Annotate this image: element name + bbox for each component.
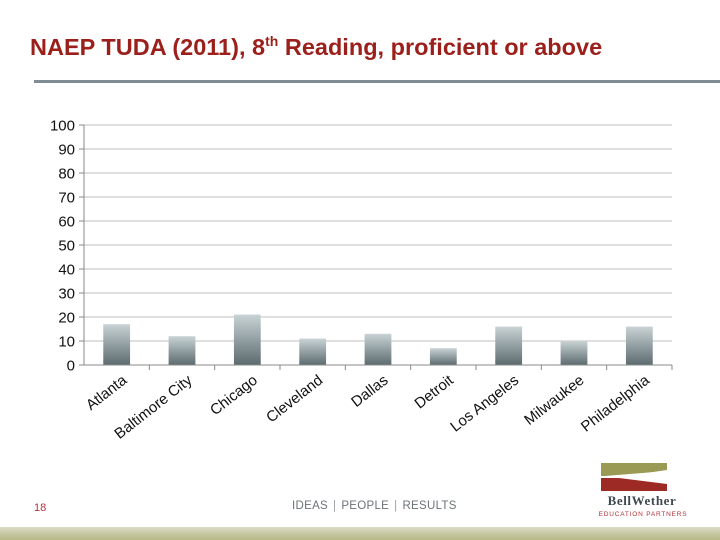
x-category-label: Detroit — [412, 371, 458, 412]
title-tail: Reading, proficient or above — [278, 34, 603, 60]
bar — [103, 324, 131, 365]
tagline-results: RESULTS — [402, 500, 457, 512]
x-category-label: Atlanta — [83, 371, 131, 414]
bar — [625, 326, 653, 365]
tagline-people: PEOPLE — [341, 500, 390, 512]
x-category-label: Los Angeles — [447, 372, 522, 436]
x-category-label: Dallas — [348, 372, 391, 411]
y-tick-label: 0 — [67, 358, 75, 375]
title-superscript: th — [265, 33, 279, 49]
y-tick-label: 30 — [58, 286, 75, 303]
bar — [299, 338, 327, 365]
bar — [364, 333, 392, 365]
y-tick-label: 70 — [58, 190, 75, 207]
x-category-label: Milwaukee — [521, 372, 587, 429]
y-tick-label: 20 — [58, 310, 75, 327]
footer-tagline: IDEAS | PEOPLE | RESULTS — [292, 500, 457, 512]
x-category-label: Chicago — [207, 372, 261, 419]
x-category-label: Philadelphia — [578, 371, 653, 435]
bottom-band — [0, 527, 720, 540]
bar — [168, 336, 196, 365]
bar — [560, 341, 588, 365]
tagline-ideas: IDEAS — [292, 500, 329, 512]
slide-title: NAEP TUDA (2011), 8th Reading, proficien… — [30, 34, 700, 61]
bar — [429, 348, 457, 365]
x-category-label: Cleveland — [263, 372, 326, 426]
y-tick-label: 60 — [58, 214, 75, 231]
logo-subtitle: EDUCATION PARTNERS — [598, 511, 688, 518]
y-tick-label: 90 — [58, 142, 75, 159]
y-tick-label: 10 — [58, 334, 75, 351]
logo-name: BellWether — [607, 493, 677, 508]
title-divider — [34, 80, 720, 83]
bar — [233, 314, 261, 365]
page-number: 18 — [34, 502, 47, 514]
y-tick-label: 100 — [50, 118, 75, 135]
bar — [495, 326, 523, 365]
y-tick-label: 40 — [58, 262, 75, 279]
bellwether-logo-icon — [601, 463, 667, 491]
y-tick-label: 80 — [58, 166, 75, 183]
tagline-separator: | — [394, 500, 398, 512]
tagline-separator: | — [333, 500, 337, 512]
y-tick-label: 50 — [58, 238, 75, 255]
title-main: NAEP TUDA (2011), 8 — [30, 34, 266, 60]
